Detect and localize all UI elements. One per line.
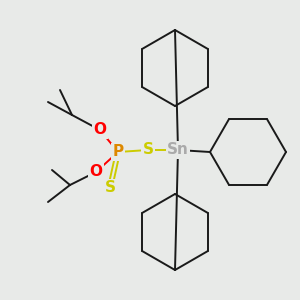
Text: Sn: Sn (167, 142, 189, 158)
Text: S: S (104, 181, 116, 196)
Text: O: O (94, 122, 106, 137)
Text: O: O (89, 164, 103, 179)
Text: S: S (142, 142, 154, 158)
Text: P: P (112, 145, 124, 160)
